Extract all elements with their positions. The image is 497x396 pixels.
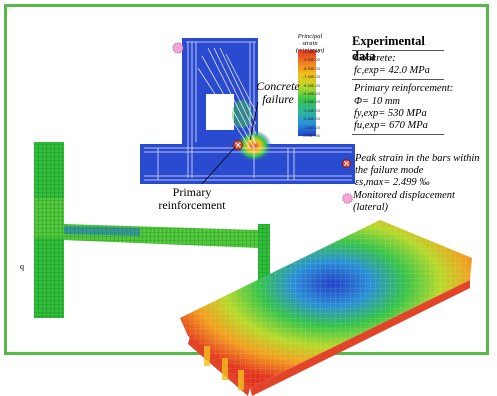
phi-value: Φ= 10 mm (354, 96, 400, 107)
primary-reinforcement-callout: Primary reinforcement (150, 186, 234, 212)
reinforcement-label: Primary reinforcement: (354, 83, 454, 94)
experimental-data-panel: Experimental data (352, 34, 448, 64)
legend-tick: -6.00E-03 (303, 83, 320, 88)
monitored-line2: (lateral) (353, 202, 388, 213)
concrete-label: Concrete: (354, 53, 396, 64)
color-scale-bar (298, 50, 316, 136)
legend-tick: 0.00E+00 (303, 134, 321, 138)
divider (352, 50, 444, 51)
dotted-circle-icon (342, 191, 353, 209)
specimen-strain-contour (140, 38, 355, 184)
peak-line3: εs,max= 2.499 ‰ (355, 177, 430, 188)
concrete-failure-callout: Concrete failure (248, 80, 308, 106)
legend-tick: -7.00E-03 (303, 75, 320, 80)
legend-tick: -3.00E-03 (303, 108, 320, 113)
peak-line2: the failure mode (355, 165, 424, 176)
peak-line1: Peak strain in the bars within (355, 153, 480, 164)
divider (352, 79, 444, 80)
primary-line1: Primary (172, 185, 212, 199)
legend-tick: -5.00E-03 (303, 92, 320, 96)
legend-title-line1: Principal strain (297, 33, 323, 47)
concrete-failure-line2: failure (262, 92, 294, 106)
mesh-model (34, 142, 270, 318)
concrete-failure-line1: Concrete (256, 79, 300, 93)
legend-tick: -2.00E-03 (303, 117, 320, 122)
small-label: q (20, 262, 24, 271)
fc-value: fc,exp= 42.0 MPa (354, 65, 430, 76)
peak-strain-note: Peak strain in the bars within the failu… (355, 153, 480, 189)
legend-tick: -8.00E-03 (303, 66, 320, 71)
fy-value: fy,exp= 530 MPa (354, 108, 427, 119)
dotted-circle-icon (172, 41, 184, 59)
slab-strain-contour (180, 220, 472, 396)
monitored-displacement-note: Monitored displacement (lateral) (353, 190, 455, 214)
circle-x-icon (233, 137, 243, 155)
primary-line2: reinforcement (158, 198, 226, 212)
legend-tick: -4.00E-03 (303, 100, 320, 105)
experimental-title: Experimental data (352, 34, 425, 63)
fu-value: fu,exp= 670 MPa (354, 120, 428, 131)
legend-tick: -1.00E-02 (303, 50, 320, 54)
legend-tick: -9.00E-03 (303, 58, 320, 63)
legend-ticks: -1.00E-02 -9.00E-03 -8.00E-03 -7.00E-03 -6.0… (303, 50, 321, 138)
circle-x-icon (342, 155, 351, 173)
legend-tick: -1.00E-03 (303, 125, 320, 130)
divider (352, 134, 444, 135)
monitored-line1: Monitored displacement (353, 190, 455, 201)
